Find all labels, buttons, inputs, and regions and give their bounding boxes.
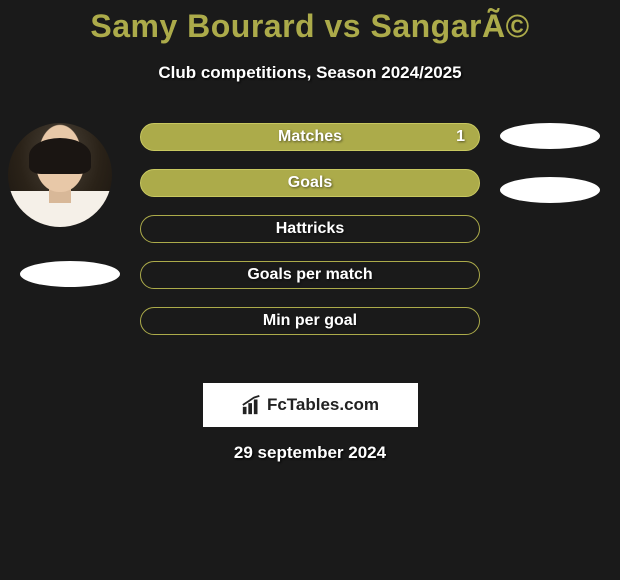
footer-date: 29 september 2024 <box>0 443 620 463</box>
stat-label: Goals per match <box>247 266 372 284</box>
stat-row-goals-per-match: Goals per match <box>140 261 480 289</box>
logo-box: FcTables.com <box>203 383 418 427</box>
player-right-pill-top <box>500 123 600 149</box>
stat-row-matches: Matches 1 <box>140 123 480 151</box>
avatar-hair <box>29 138 91 174</box>
chart-icon <box>241 394 263 416</box>
stat-label: Goals <box>288 174 332 192</box>
player-left-avatar <box>8 123 112 227</box>
stat-row-goals: Goals <box>140 169 480 197</box>
stat-row-hattricks: Hattricks <box>140 215 480 243</box>
stat-label: Min per goal <box>263 312 357 330</box>
logo-text: FcTables.com <box>267 395 379 415</box>
player-right-name-pill <box>500 177 600 203</box>
stat-value-right: 1 <box>456 128 465 146</box>
content-area: Matches 1 Goals Hattricks Goals per matc… <box>0 123 620 363</box>
stat-label: Matches <box>278 128 342 146</box>
subtitle: Club competitions, Season 2024/2025 <box>0 63 620 83</box>
stat-label: Hattricks <box>276 220 344 238</box>
page-title: Samy Bourard vs SangarÃ© <box>0 0 620 45</box>
comparison-card: Samy Bourard vs SangarÃ© Club competitio… <box>0 0 620 580</box>
stat-rows: Matches 1 Goals Hattricks Goals per matc… <box>140 123 480 353</box>
stat-row-min-per-goal: Min per goal <box>140 307 480 335</box>
player-left-name-pill <box>20 261 120 287</box>
